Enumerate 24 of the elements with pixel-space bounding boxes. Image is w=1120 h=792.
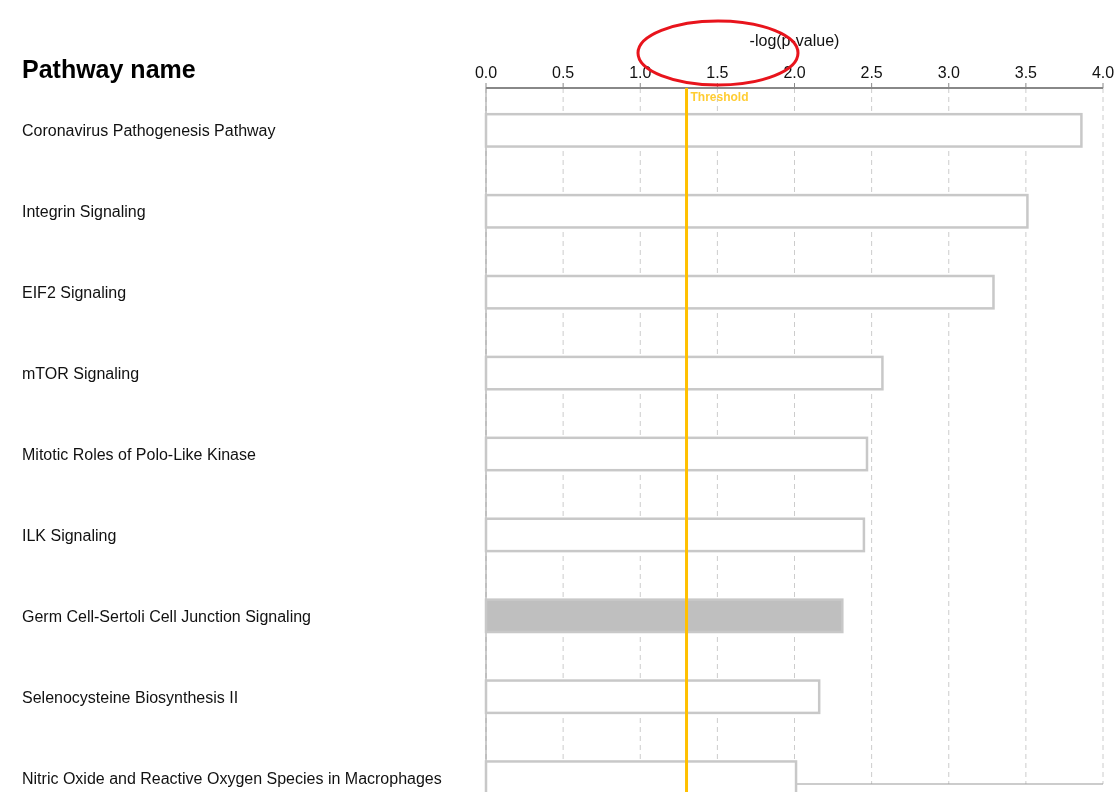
x-tick-label: 0.0 [474, 64, 498, 81]
x-tick-label: 0.5 [552, 64, 575, 81]
bar [484, 112, 1083, 148]
y-tick-label: Mitotic Roles of Polo-Like Kinase [22, 446, 256, 463]
x-tick-label: 4.0 [1091, 64, 1115, 81]
bar [484, 355, 884, 391]
y-axis-title: Pathway name [22, 55, 196, 83]
y-tick-label: ILK Signaling [22, 526, 117, 544]
x-tick-label: 3.5 [1014, 64, 1038, 81]
y-tick-label: EIF2 Signaling [22, 284, 127, 302]
x-tick-label: 2.5 [860, 64, 883, 81]
bar [484, 193, 1029, 229]
bar [484, 436, 869, 472]
x-tick-label: 2.0 [783, 64, 806, 81]
y-tick-label: mTOR Signaling [22, 365, 140, 383]
y-tick-label: Selenocysteine Biosynthesis II [22, 688, 239, 706]
y-tick-label: Coronavirus Pathogenesis Pathway [22, 122, 276, 140]
ref-line-label: Threshold [690, 90, 749, 104]
y-tick-label: Nitric Oxide and Reactive Oxygen Species in Macrophages [22, 769, 442, 787]
x-tick-label: 3.0 [937, 64, 960, 81]
y-tick-label: Integrin Signaling [22, 203, 146, 221]
x-tick-label: 1.5 [706, 64, 729, 81]
y-tick-label: Germ Cell-Sertoli Cell Junction Signaling [22, 607, 312, 625]
bar [484, 274, 995, 310]
